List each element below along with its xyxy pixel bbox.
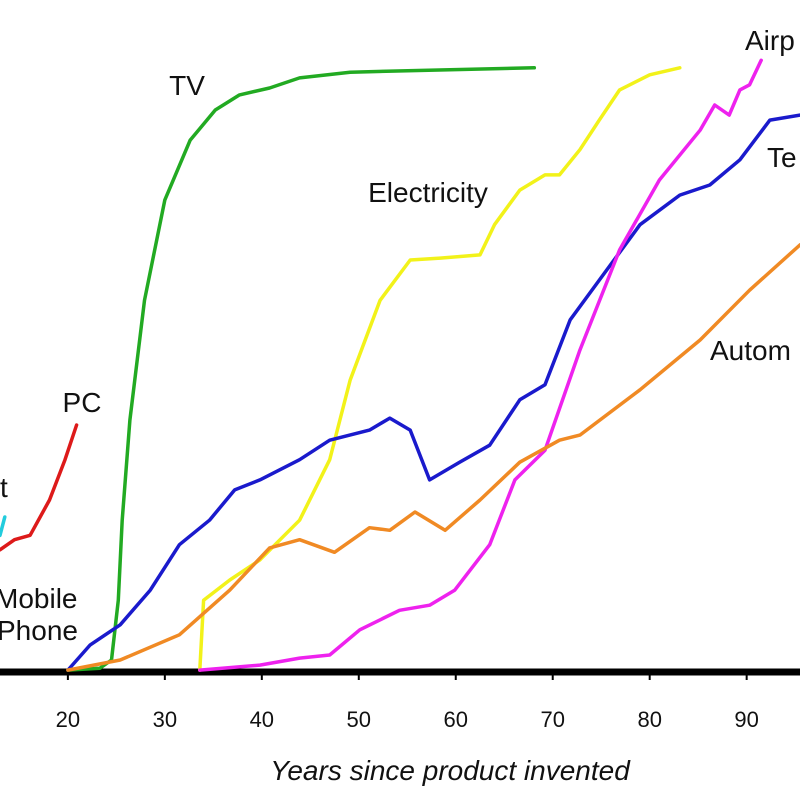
annotation: Mobile <box>0 583 77 614</box>
series-line <box>0 423 79 552</box>
x-tick-label: 20 <box>56 707 80 732</box>
series-line <box>198 58 763 672</box>
x-tick-label: 30 <box>153 707 177 732</box>
x-tick-label: 50 <box>347 707 371 732</box>
series-label: PC <box>63 387 102 418</box>
series-label: Airp <box>745 25 795 56</box>
series-line <box>66 243 800 672</box>
series-label: Electricity <box>368 177 488 208</box>
x-tick-label: 80 <box>637 707 661 732</box>
x-tick-label: 90 <box>734 707 758 732</box>
series-label: TV <box>169 70 205 101</box>
annotation: Phone <box>0 615 78 646</box>
series-label: t <box>0 472 8 503</box>
x-tick-label: 60 <box>444 707 468 732</box>
series-label: Te <box>767 142 797 173</box>
x-tick-label: 70 <box>540 707 564 732</box>
series-line <box>198 66 682 672</box>
series-label: Autom <box>710 335 791 366</box>
x-axis-title: Years since product invented <box>270 755 631 786</box>
series-line <box>0 515 7 538</box>
series-line <box>66 113 800 672</box>
x-tick-label: 40 <box>250 707 274 732</box>
